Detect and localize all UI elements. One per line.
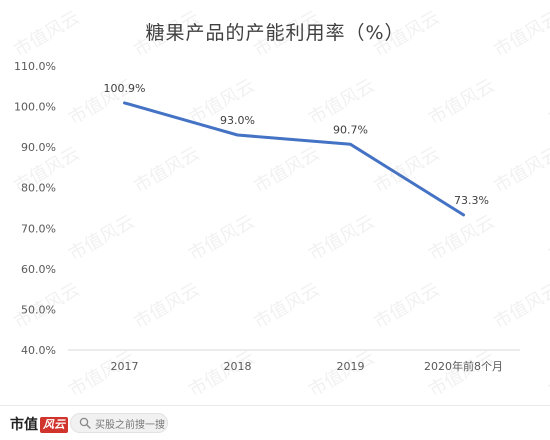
brand-accent: 风云 <box>40 417 68 433</box>
x-tick-label: 2020年前8个月 <box>424 359 503 373</box>
data-label: 100.9% <box>104 82 146 95</box>
search-box[interactable]: 买股之前搜一搜 <box>70 413 168 433</box>
x-tick-label: 2018 <box>224 360 252 373</box>
brand-main: 市值 <box>10 417 38 433</box>
line-chart: 40.0% 50.0% 60.0% 70.0% 80.0% 90.0% 100.0% 110.… <box>14 60 520 373</box>
data-labels: 100.9% 93.0% 90.7% 73.3% <box>104 82 489 207</box>
data-label: 93.0% <box>220 114 255 127</box>
chart-title: 糖果产品的产能利用率（%） <box>145 22 405 44</box>
y-tick-label: 100.0% <box>14 101 56 114</box>
y-tick-label: 70.0% <box>21 222 56 235</box>
x-tick-label: 2019 <box>337 360 365 373</box>
x-axis: 2017 2018 2019 2020年前8个月 <box>111 359 504 373</box>
y-tick-label: 50.0% <box>21 303 56 316</box>
y-tick-label: 60.0% <box>21 263 56 276</box>
brand-logo: 市值 风云 <box>10 414 68 434</box>
data-label: 73.3% <box>454 194 489 207</box>
y-tick-label: 80.0% <box>21 182 56 195</box>
data-label: 90.7% <box>333 123 368 136</box>
x-tick-label: 2017 <box>111 360 139 373</box>
search-text: 买股之前搜一搜 <box>95 420 165 431</box>
footer-bar: 市值 风云 买股之前搜一搜 <box>0 405 550 440</box>
series-line <box>123 101 465 217</box>
y-tick-label: 90.0% <box>21 141 56 154</box>
y-tick-label: 110.0% <box>14 60 56 73</box>
y-tick-label: 40.0% <box>21 344 56 357</box>
y-axis: 40.0% 50.0% 60.0% 70.0% 80.0% 90.0% 100.0% 110.… <box>14 60 56 357</box>
search-icon <box>79 417 91 429</box>
